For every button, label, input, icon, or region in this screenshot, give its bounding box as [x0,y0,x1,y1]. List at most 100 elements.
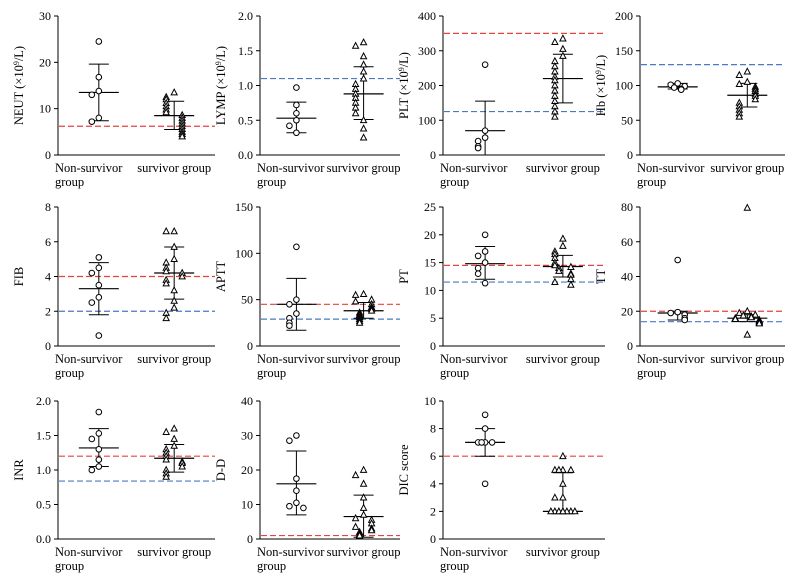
y-tick-label: 60 [621,235,633,249]
category-label: group [55,559,84,573]
y-tick-label: 5 [430,311,436,325]
data-point-circle [481,480,489,488]
y-tick-label: 4 [45,270,51,284]
data-point-triangle [170,254,179,263]
y-axis-label: PT [397,269,411,284]
data-point-triangle [359,465,368,473]
data-point-circle [293,475,300,482]
data-point-circle [474,252,482,260]
category-label: Non-survivor [55,161,123,175]
data-point-circle [95,87,103,95]
data-point-triangle [355,318,364,326]
data-point-circle [481,61,489,68]
category-label: survivor group [327,352,401,366]
data-point-triangle [735,112,744,120]
data-point-triangle [747,312,756,321]
data-point-triangle [735,70,744,78]
data-point-triangle [551,112,559,120]
y-tick-label: 0 [45,339,51,353]
data-point-triangle [170,242,179,250]
data-point-circle [481,425,489,432]
data-point-circle [88,435,96,443]
data-point-triangle [170,296,179,304]
y-tick-label: 0 [430,148,436,162]
data-point-triangle [735,308,744,316]
category-label: survivor group [137,352,211,366]
data-point-triangle [170,424,179,432]
data-point-triangle [359,510,368,518]
data-point-circle [95,430,103,437]
y-axis-label: APTT [214,261,228,293]
y-tick-label: 0 [430,339,436,353]
data-point-circle [293,296,300,303]
data-point-circle [670,84,678,91]
data-point-circle [88,269,96,277]
data-point-triangle [743,77,752,85]
data-point-circle [95,264,103,272]
data-point-circle [481,248,489,255]
data-point-triangle [162,226,171,235]
y-tick-label: 20 [424,228,436,242]
data-point-circle [293,499,300,507]
y-tick-label: 150 [615,44,633,58]
category-label: survivor group [710,161,784,175]
y-tick-label: 80 [621,200,633,214]
data-point-circle [293,432,300,439]
y-tick-label: 30 [241,429,253,443]
data-point-triangle [359,38,368,46]
data-point-triangle [178,272,187,280]
data-point-triangle [743,203,752,211]
data-point-triangle [567,465,575,473]
data-point-circle [293,487,300,495]
y-axis-label: PLT (×109/L) [397,52,412,119]
data-point-triangle [359,67,368,75]
data-point-triangle [571,507,579,515]
y-tick-label: 15 [424,256,436,270]
data-point-triangle [551,277,559,285]
data-point-triangle [551,261,559,269]
y-tick-label: 10 [424,394,436,408]
data-point-circle [474,264,482,272]
y-tick-label: 2.0 [238,9,253,23]
category-label: Non-survivor [637,161,705,175]
category-label: survivor group [137,545,211,559]
data-point-circle [95,38,103,45]
panel-hb: 0 50 100 150 200 Hb (×109/L) Non-survivorgroup… [594,9,785,189]
y-tick-label: 300 [418,44,436,58]
data-point-circle [488,439,496,446]
data-point-triangle [559,451,567,460]
data-point-triangle [751,310,760,318]
y-tick-label: 10 [424,283,436,297]
data-point-circle [293,243,300,251]
y-tick-label: 50 [621,113,633,127]
data-point-circle [95,463,103,470]
data-point-circle [286,301,293,308]
y-tick-label: 0 [247,339,253,353]
data-point-triangle [567,280,575,288]
data-point-triangle [162,427,171,435]
category-label: Non-survivor [440,352,508,366]
data-point-circle [95,114,103,122]
data-point-circle [286,322,293,329]
category-label: survivor group [526,545,600,559]
y-tick-label: 20 [241,463,253,477]
y-axis-label: FIB [12,267,26,286]
category-label: Non-survivor [55,545,123,559]
data-point-circle [474,144,482,152]
category-label: group [257,175,286,189]
data-point-circle [677,86,685,93]
y-tick-label: 150 [235,200,253,214]
y-tick-label: 8 [45,200,51,214]
category-label: survivor group [710,352,784,366]
data-point-triangle [551,37,559,45]
y-tick-label: 0.5 [36,498,51,512]
data-point-triangle [359,289,368,298]
y-tick-label: 20 [39,55,51,69]
data-point-circle [293,129,300,137]
data-point-circle [95,446,103,453]
data-point-circle [674,308,682,316]
